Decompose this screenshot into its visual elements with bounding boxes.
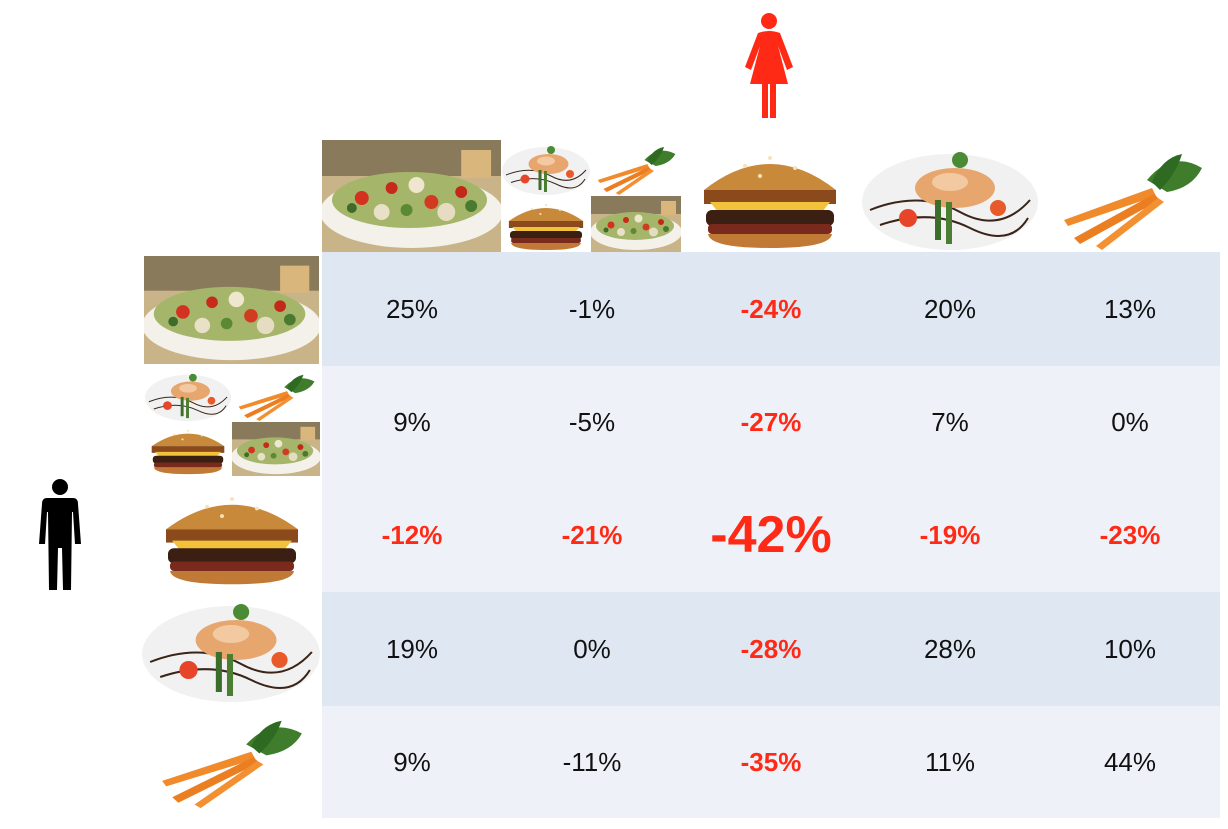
mixed-salad-image bbox=[591, 196, 681, 252]
column-fish-image bbox=[860, 140, 1040, 252]
column-salad-image bbox=[322, 140, 501, 252]
mixed-fish-image bbox=[501, 140, 591, 196]
cell-r4-c4: 28% bbox=[923, 633, 977, 664]
row-mixed-image bbox=[144, 368, 320, 476]
cell-r4-c3: -28% bbox=[740, 633, 802, 664]
mixed-burger-image bbox=[501, 196, 591, 252]
cell-r2-c2: -5% bbox=[568, 406, 616, 437]
row-band-4 bbox=[322, 592, 1220, 706]
cell-r5-c5: 44% bbox=[1103, 746, 1157, 777]
cell-r2-c5: 0% bbox=[1111, 406, 1149, 437]
cell-r1-c5: 13% bbox=[1103, 293, 1157, 324]
female-icon bbox=[744, 12, 794, 120]
cell-r3-c2: -21% bbox=[561, 519, 623, 550]
cell-r5-c1: 9% bbox=[393, 746, 431, 777]
row-band-2 bbox=[322, 366, 1220, 478]
row-band-1 bbox=[322, 252, 1220, 366]
row-band-5 bbox=[322, 706, 1220, 818]
cell-r2-c4: 7% bbox=[931, 406, 969, 437]
row-fish-image bbox=[140, 592, 322, 704]
mixed-salad-image bbox=[232, 422, 320, 476]
row-band-3 bbox=[322, 478, 1220, 592]
cell-r3-c3: -42% bbox=[710, 506, 832, 564]
cell-r5-c3: -35% bbox=[740, 746, 802, 777]
cell-r4-c5: 10% bbox=[1103, 633, 1157, 664]
mixed-carrots-image bbox=[591, 140, 681, 196]
cell-r3-c4: -19% bbox=[919, 519, 981, 550]
mixed-carrots-image bbox=[232, 368, 320, 422]
row-burger-image bbox=[152, 482, 312, 588]
column-carrots-image bbox=[1052, 140, 1212, 252]
cell-r4-c2: 0% bbox=[573, 633, 611, 664]
row-carrots-image bbox=[150, 708, 312, 810]
cell-r1-c3: -24% bbox=[740, 293, 802, 324]
cell-r3-c1: -12% bbox=[381, 519, 443, 550]
mixed-fish-image bbox=[144, 368, 232, 422]
cell-r1-c2: -1% bbox=[568, 293, 616, 324]
cell-r1-c1: 25% bbox=[385, 293, 439, 324]
cell-r2-c3: -27% bbox=[740, 406, 802, 437]
cell-r2-c1: 9% bbox=[393, 406, 431, 437]
cell-r1-c4: 20% bbox=[923, 293, 977, 324]
cell-r5-c2: -11% bbox=[562, 746, 622, 777]
column-mixed-image bbox=[501, 140, 681, 252]
column-burger-image bbox=[690, 140, 850, 252]
male-icon bbox=[38, 478, 82, 592]
row-salad-image bbox=[144, 256, 319, 364]
cell-r3-c5: -23% bbox=[1099, 519, 1161, 550]
cell-r5-c4: 11% bbox=[924, 746, 976, 777]
cell-r4-c1: 19% bbox=[385, 633, 439, 664]
mixed-burger-image bbox=[144, 422, 232, 476]
